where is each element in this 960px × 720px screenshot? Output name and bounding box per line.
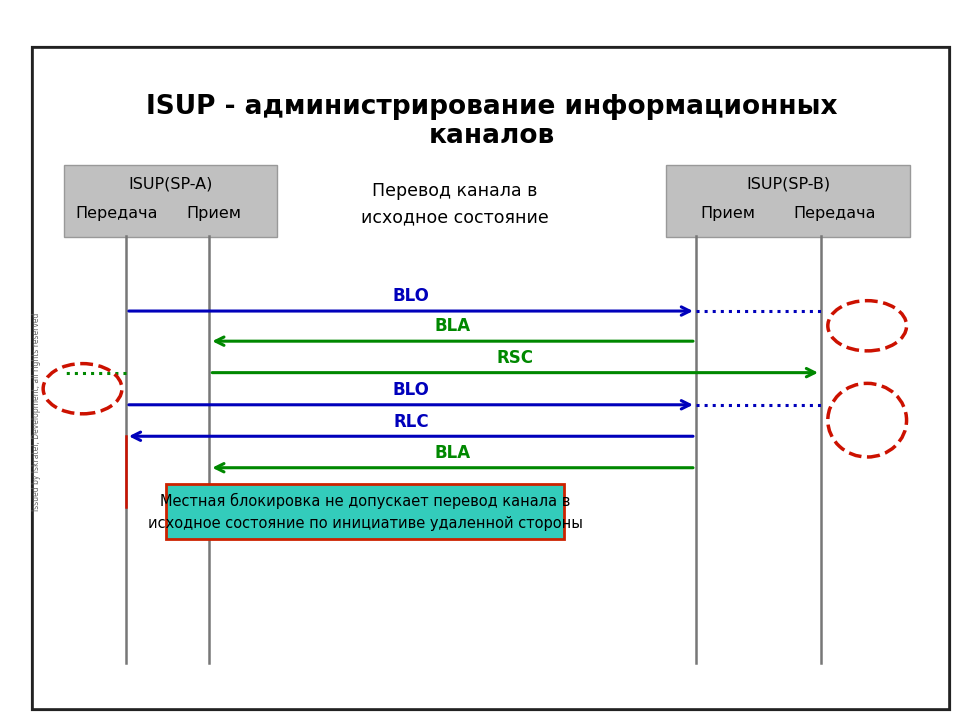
Text: Issued by Iskratel, Development, all rights reserved: Issued by Iskratel, Development, all rig… <box>32 312 40 510</box>
Text: исходное состояние по инициативе удаленной стороны: исходное состояние по инициативе удаленн… <box>148 516 583 531</box>
Text: Передача: Передача <box>76 207 158 222</box>
Text: ISUP - администрирование информационных: ISUP - администрирование информационных <box>146 94 838 120</box>
Text: Прием: Прием <box>701 207 756 222</box>
FancyBboxPatch shape <box>166 484 564 539</box>
FancyBboxPatch shape <box>64 165 277 238</box>
Text: каналов: каналов <box>429 122 555 148</box>
Text: ISUP(SP-B): ISUP(SP-B) <box>746 176 830 192</box>
Text: BLA: BLA <box>435 318 470 336</box>
Text: ISKRATEL: ISKRATEL <box>835 11 946 31</box>
Text: BLO: BLO <box>393 287 429 305</box>
Text: Прием: Прием <box>186 207 242 222</box>
Text: Перевод канала в: Перевод канала в <box>372 181 538 199</box>
Text: ISUP(SP-A): ISUP(SP-A) <box>129 176 213 192</box>
Text: RSC: RSC <box>496 349 534 367</box>
Text: исходное состояние: исходное состояние <box>361 208 549 226</box>
FancyBboxPatch shape <box>34 48 948 709</box>
Text: Местная блокировка не допускает перевод канала в: Местная блокировка не допускает перевод … <box>160 493 570 510</box>
Text: RLC: RLC <box>394 413 429 431</box>
Text: Передача: Передача <box>794 207 876 222</box>
FancyBboxPatch shape <box>34 48 948 709</box>
Text: BLO: BLO <box>393 381 429 399</box>
Text: BLA: BLA <box>435 444 470 462</box>
FancyBboxPatch shape <box>666 165 910 238</box>
